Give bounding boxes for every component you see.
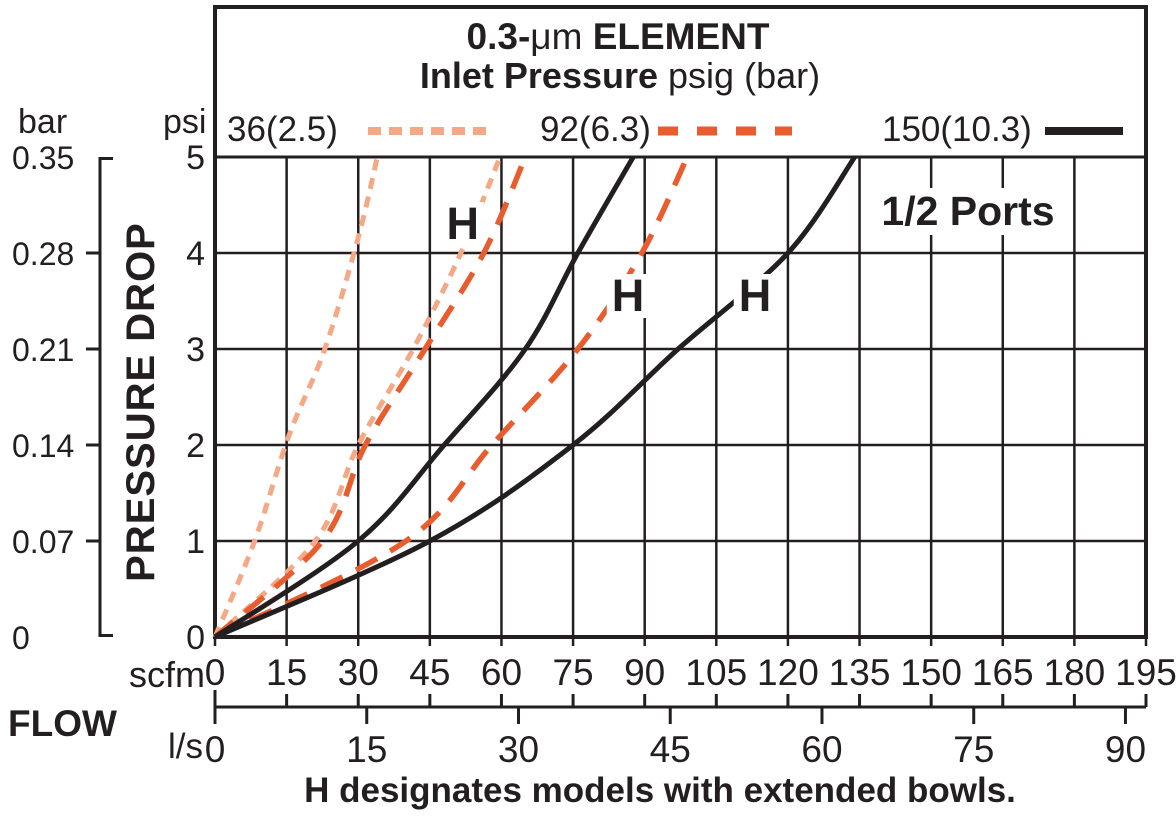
bar-tick-label: 0.07 <box>12 524 75 560</box>
title-element-word: ELEMENT <box>582 16 770 57</box>
curve-9263-standard <box>213 155 528 640</box>
bar-axis-unit: bar <box>18 103 68 141</box>
title-micron-unit: μm <box>530 16 583 57</box>
ls-tick-label: 90 <box>1104 729 1147 770</box>
curve-3625-standard <box>212 156 380 638</box>
curve-150103-H <box>213 155 857 640</box>
scfm-tick-label: 180 <box>1043 652 1106 693</box>
ports-label: 1/2 Ports <box>871 188 1065 235</box>
ls-tick-label: 0 <box>204 729 226 770</box>
ls-tick-label: 45 <box>649 729 691 770</box>
scfm-axis-unit: scfm <box>129 654 205 695</box>
scfm-tick-label: 90 <box>624 652 666 693</box>
bar-tick-label: 0.14 <box>12 428 75 464</box>
h-model-annotation: H <box>441 201 485 247</box>
chart-title: 0.3-μm ELEMENT <box>188 16 1048 58</box>
psi-tick-label: 0 <box>186 619 205 657</box>
bar-tick-label: 0 <box>12 620 30 656</box>
footnote-caption: H designates models with extended bowls. <box>304 771 1016 810</box>
ls-axis-unit: l/s <box>168 727 203 766</box>
scfm-tick-label: 165 <box>971 652 1034 693</box>
chart-subtitle: Inlet Pressure psig (bar) <box>190 55 1050 97</box>
psi-axis-unit: psi <box>163 103 207 141</box>
plot-border <box>213 5 1148 639</box>
subtitle-units: psig (bar) <box>658 55 821 96</box>
bar-tick-label: 0.21 <box>12 332 75 368</box>
curve-9263-H <box>213 155 690 640</box>
h-model-annotation: H <box>733 273 777 319</box>
scfm-tick-label: 0 <box>204 652 226 693</box>
bar-tick-label: 0.35 <box>12 140 75 176</box>
scfm-tick-label: 60 <box>480 652 523 693</box>
title-element-size: 0.3- <box>466 16 531 57</box>
legend-label-92: 92(6.3) <box>540 110 651 149</box>
x-axis-title: FLOW <box>8 703 117 744</box>
subtitle-inlet-pressure: Inlet Pressure <box>419 55 659 96</box>
psi-tick-label: 2 <box>186 427 205 465</box>
scfm-tick-label: 105 <box>685 652 748 693</box>
psi-tick-label: 4 <box>186 235 205 273</box>
legend-label-36: 36(2.5) <box>227 110 338 149</box>
scfm-tick-label: 45 <box>409 652 451 693</box>
psi-tick-label: 3 <box>186 331 205 369</box>
ls-tick-label: 75 <box>953 729 995 770</box>
scfm-tick-label: 135 <box>828 652 891 693</box>
scfm-tick-label: 30 <box>337 652 379 693</box>
psi-tick-label: 5 <box>186 139 205 177</box>
curve-3625-H <box>213 156 503 639</box>
scfm-tick-label: 15 <box>266 652 308 693</box>
h-model-annotation: H <box>606 273 650 319</box>
scfm-tick-label: 75 <box>552 652 594 693</box>
bar-tick-label: 0.28 <box>12 236 75 272</box>
scfm-tick-label: 195 <box>1115 652 1176 693</box>
psi-tick-label: 1 <box>186 523 205 561</box>
ls-tick-label: 15 <box>346 729 388 770</box>
ls-tick-label: 30 <box>497 729 540 770</box>
ls-tick-label: 60 <box>801 729 843 770</box>
legend-label-150: 150(10.3) <box>882 110 1032 149</box>
curve-150103-standard <box>213 155 636 640</box>
scfm-tick-label: 150 <box>900 652 963 693</box>
scfm-tick-label: 120 <box>757 652 819 693</box>
